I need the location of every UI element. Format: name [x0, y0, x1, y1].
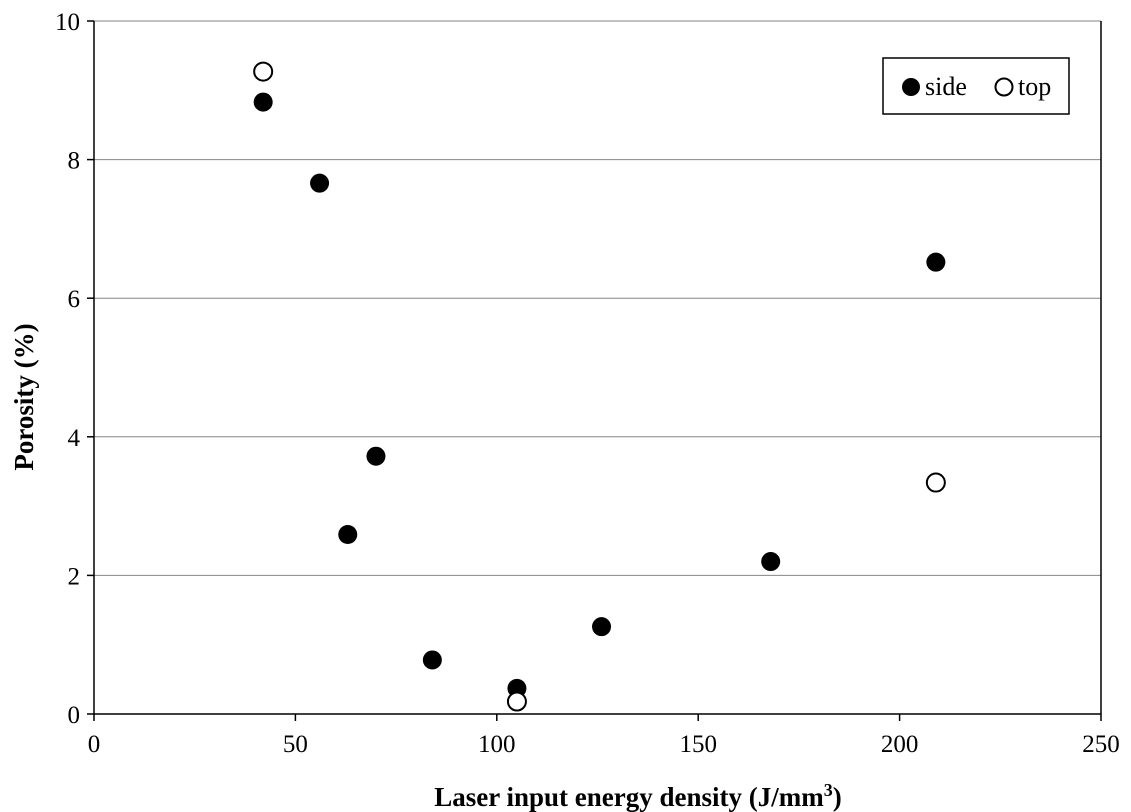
x-tick-label-0: 0	[88, 731, 101, 758]
data-points	[253, 61, 946, 712]
y-axis-title: Porosity (%)	[9, 323, 39, 470]
legend-marker-side	[902, 78, 920, 96]
point-top-2	[925, 472, 946, 493]
y-tick-label-8: 8	[68, 148, 81, 175]
x-tick-label-250: 250	[1082, 731, 1120, 758]
gridlines	[94, 20, 1101, 576]
point-side-0	[253, 92, 273, 112]
x-axis-title: Laser input energy density (J/mm3)	[434, 780, 842, 812]
point-side-6	[592, 617, 612, 637]
y-tick-label-4: 4	[68, 425, 81, 452]
x-tick-label-200: 200	[881, 731, 919, 758]
y-tick-label-6: 6	[68, 286, 81, 313]
legend-label-top: top	[1018, 72, 1051, 101]
point-side-8	[926, 252, 946, 272]
y-tick-label-2: 2	[68, 563, 81, 590]
y-tick-label-0: 0	[68, 702, 81, 729]
x-tick-label-100: 100	[478, 731, 516, 758]
point-top-0	[253, 61, 274, 82]
point-top-1	[506, 691, 527, 712]
point-side-2	[338, 525, 358, 545]
legend: side top	[882, 57, 1070, 115]
legend-marker-top	[994, 77, 1014, 97]
legend-label-side: side	[925, 72, 967, 101]
point-side-3	[366, 446, 386, 466]
x-tick-label-150: 150	[679, 731, 717, 758]
x-tick-label-50: 50	[283, 731, 308, 758]
axes	[87, 20, 1102, 721]
point-side-1	[310, 173, 330, 193]
point-side-7	[761, 552, 781, 572]
point-side-4	[422, 650, 442, 670]
y-tick-label-10: 10	[55, 9, 80, 36]
